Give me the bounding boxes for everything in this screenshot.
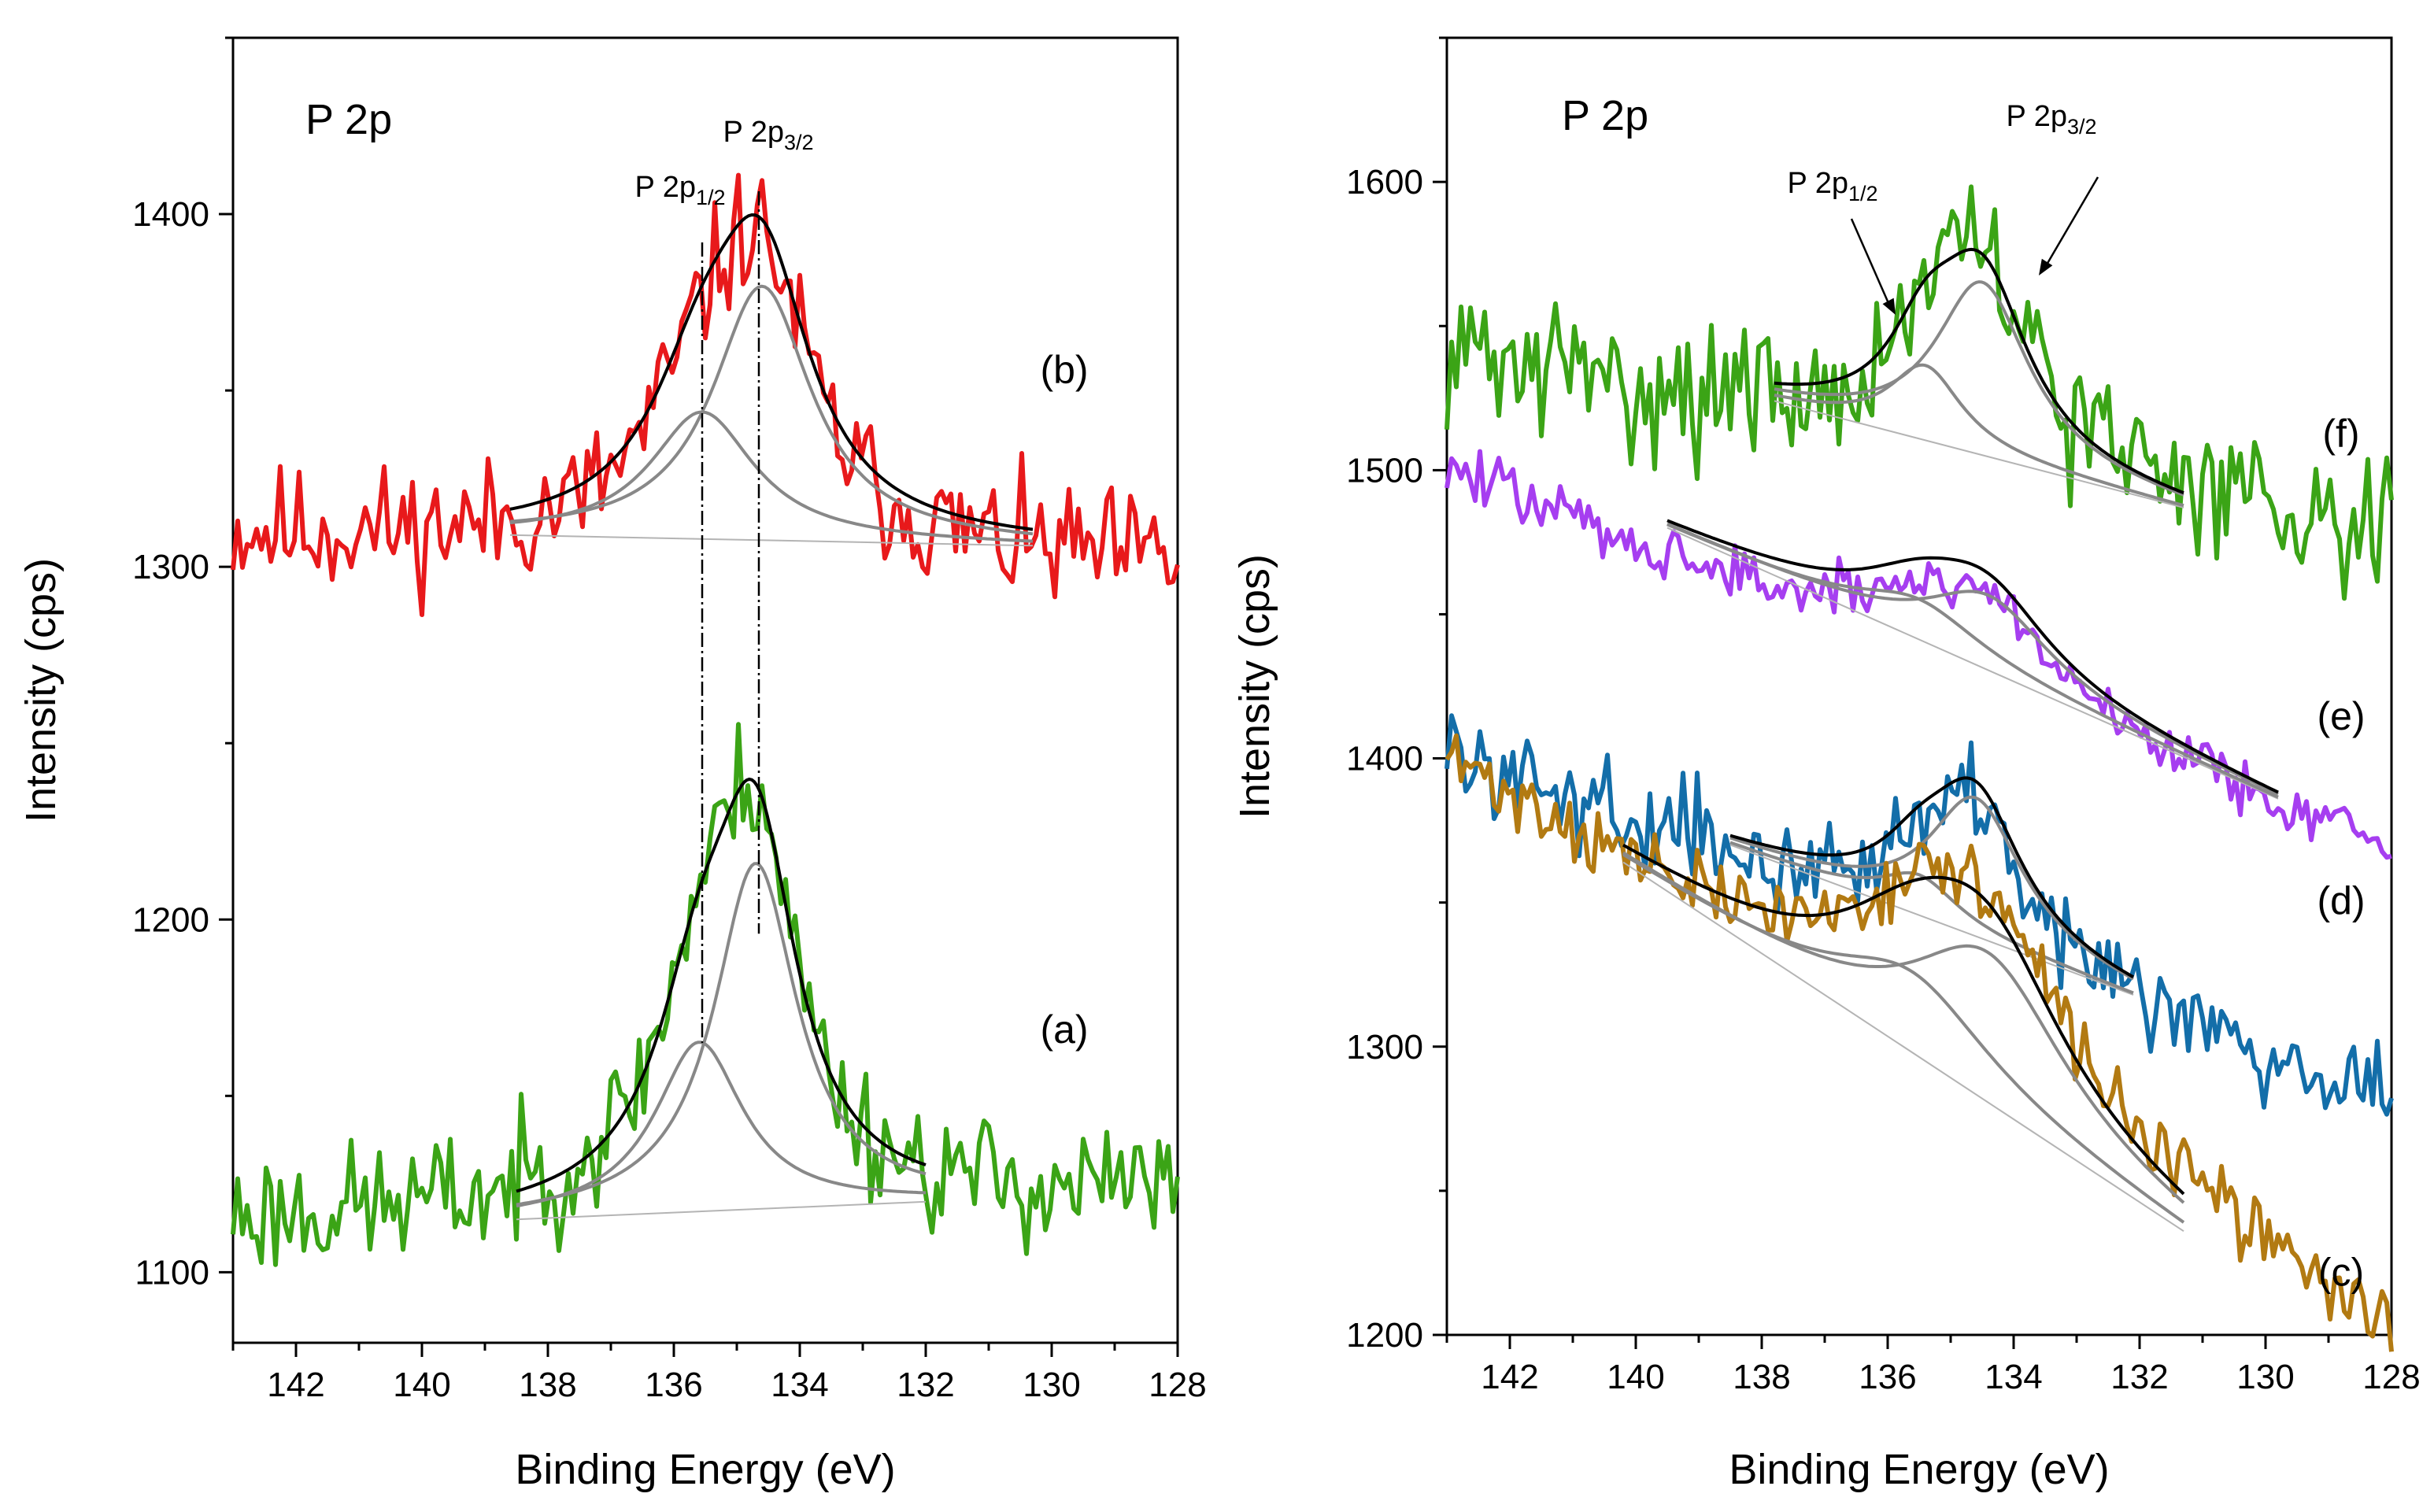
p1-fit-background-1	[1666, 527, 2279, 800]
p1-arrowhead-p32	[2039, 258, 2053, 275]
p1-x-tick-label: 138	[1733, 1358, 1790, 1396]
p0-y-tick-label: 1100	[135, 1253, 209, 1292]
p1-plot-frame	[1445, 36, 2393, 1336]
p0-peak-label-p32: P 2p3/2	[723, 116, 813, 154]
p1-y-tick-label: 1300	[1346, 1028, 1423, 1067]
p0-peak-label-p12: P 2p1/2	[634, 171, 725, 209]
p1-fit-component-1-1	[1666, 522, 2279, 796]
p0-y-tick-label: 1200	[132, 900, 209, 939]
p1-fit-component-0-1	[1774, 280, 2184, 497]
p1-fit-component-0-0	[1774, 363, 2184, 508]
p1-y-tick-label: 1500	[1346, 451, 1423, 490]
p0-curve-label-0: (b)	[1040, 348, 1088, 392]
p0-plot-frame	[231, 36, 1179, 1344]
p0-fit-background-0	[509, 534, 1034, 547]
p0-fit-background-1	[516, 1200, 927, 1221]
p1-fit-component-3-1	[1622, 851, 2185, 1204]
right-panel: P 2p Binding Energy (eV) Intensity (cps)…	[1231, 36, 2421, 1493]
p0-x-tick-label: 130	[1023, 1366, 1080, 1404]
p1-peak-label-p12: P 2p1/2	[1787, 167, 1877, 205]
left-panel: P 2p Binding Energy (eV) Intensity (cps)…	[17, 36, 1207, 1493]
p1-fit-envelope-2	[1729, 776, 2134, 979]
p1-fit-background-3	[1622, 861, 2184, 1233]
p0-fit-component-0-1	[509, 284, 1034, 536]
p1-x-tick-label: 130	[2236, 1358, 2294, 1396]
p1-fit-envelope-0	[1774, 247, 2184, 494]
p1-series-line-1	[1444, 449, 2392, 860]
left-y-axis-title: Intensity (cps)	[17, 558, 65, 823]
p1-x-tick-label: 140	[1607, 1358, 1664, 1396]
p1-x-tick-label: 142	[1481, 1358, 1538, 1396]
p1-curve-label-3: (c)	[2318, 1251, 2364, 1295]
p0-series-line-1	[231, 722, 1180, 1267]
p1-fit-background-0	[1774, 400, 2184, 508]
left-x-axis-title: Binding Energy (eV)	[515, 1446, 895, 1493]
p0-fit-envelope-1	[516, 777, 927, 1193]
left-panel-title: P 2p	[305, 96, 392, 143]
p0-series-line-0	[231, 172, 1180, 617]
p0-x-tick-label: 140	[393, 1366, 450, 1404]
p0-x-tick-label: 134	[771, 1366, 828, 1404]
p1-curve-label-2: (d)	[2317, 878, 2365, 922]
p0-y-tick-label: 1400	[132, 195, 209, 234]
p0-y-tick-label: 1300	[132, 548, 209, 586]
p0-x-tick-label: 136	[645, 1366, 702, 1404]
p1-x-tick-label: 134	[1985, 1358, 2042, 1396]
p0-curve-label-1: (a)	[1040, 1007, 1088, 1052]
right-panel-title: P 2p	[1562, 92, 1648, 139]
p1-arrow-p32	[2042, 176, 2099, 271]
p1-peak-label-p32: P 2p3/2	[2006, 100, 2096, 139]
p0-x-tick-label: 132	[897, 1366, 954, 1404]
p1-fit-component-2-0	[1729, 841, 2134, 995]
p1-series-line-0	[1444, 184, 2394, 601]
p0-fit-component-0-0	[509, 410, 1034, 543]
p1-series-line-3	[1444, 733, 2394, 1352]
p1-y-tick-label: 1200	[1346, 1316, 1423, 1355]
p0-fit-component-1-1	[516, 862, 927, 1207]
p0-fit-component-1-0	[516, 1041, 927, 1208]
p1-fit-envelope-3	[1622, 843, 2185, 1196]
right-y-axis-title: Intensity (cps)	[1231, 554, 1278, 819]
p1-y-tick-label: 1400	[1346, 740, 1423, 778]
right-x-axis-title: Binding Energy (eV)	[1729, 1446, 2109, 1493]
p1-arrow-p12	[1850, 218, 1892, 309]
p0-x-tick-label: 142	[267, 1366, 324, 1404]
p0-x-tick-label: 128	[1149, 1366, 1206, 1404]
p0-fit-envelope-0	[509, 213, 1034, 531]
p1-fit-background-2	[1729, 844, 2134, 996]
p1-fit-component-2-1	[1729, 795, 2134, 981]
p1-series-line-2	[1444, 713, 2394, 1117]
p1-x-tick-label: 128	[2362, 1358, 2420, 1396]
p1-curve-label-1: (e)	[2317, 694, 2365, 738]
p1-fit-envelope-1	[1666, 519, 2279, 794]
p1-x-tick-label: 132	[2110, 1358, 2168, 1396]
p1-x-tick-label: 136	[1859, 1358, 1916, 1396]
p1-curve-label-0: (f)	[2322, 412, 2359, 456]
p1-y-tick-label: 1600	[1346, 163, 1423, 201]
p0-x-tick-label: 138	[519, 1366, 576, 1404]
